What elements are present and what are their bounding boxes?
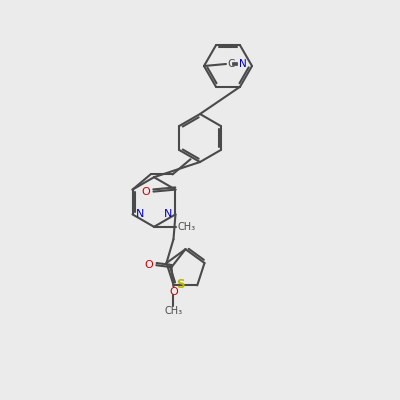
Text: O: O xyxy=(142,186,150,196)
Text: N: N xyxy=(239,59,246,69)
Text: CH₃: CH₃ xyxy=(164,306,182,316)
Text: O: O xyxy=(169,286,178,297)
Text: N: N xyxy=(164,210,172,219)
Text: O: O xyxy=(145,260,154,270)
Text: C: C xyxy=(227,59,234,69)
Text: S: S xyxy=(176,278,185,291)
Text: CH₃: CH₃ xyxy=(178,222,196,232)
Text: N: N xyxy=(136,209,144,219)
